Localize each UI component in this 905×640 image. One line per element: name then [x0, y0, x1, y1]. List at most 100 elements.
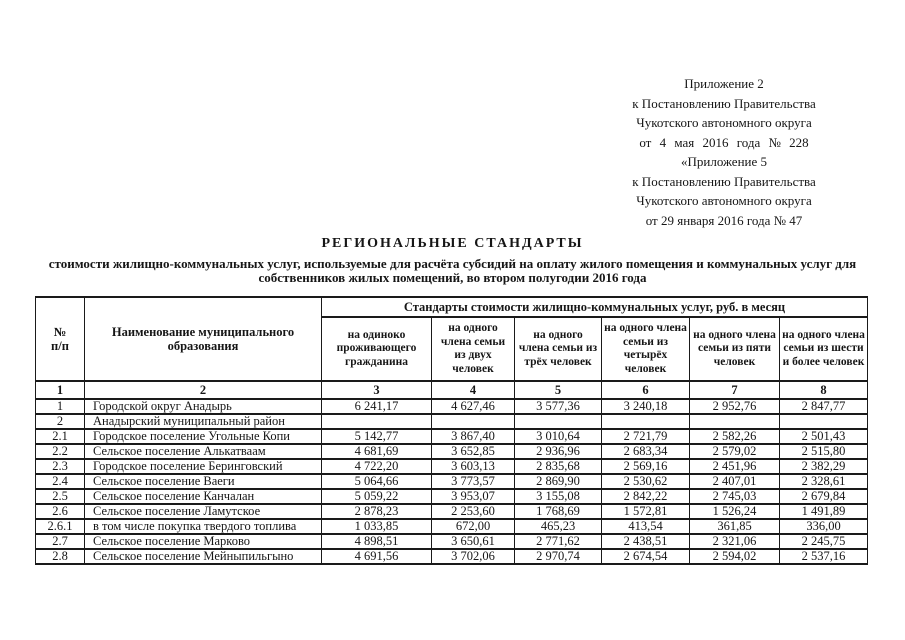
- table-row: 1 Городской округ Анадырь 6 241,17 4 627…: [35, 398, 868, 415]
- value-cell: 1 526,24: [689, 503, 780, 520]
- value-cell: [431, 413, 515, 430]
- value-cell: 2 970,74: [514, 548, 602, 565]
- table-row: 2.2 Сельское поселение Алькатваам 4 681,…: [35, 443, 868, 460]
- table-row: 2 Анадырский муниципальный район: [35, 413, 868, 430]
- value-cell: 4 627,46: [431, 398, 515, 415]
- row-number-cell: 2.7: [35, 533, 85, 550]
- value-cell: 2 683,34: [601, 443, 690, 460]
- col-index: 4: [431, 380, 515, 400]
- row-number-cell: 2.5: [35, 488, 85, 505]
- row-number-cell: 2.4: [35, 473, 85, 490]
- value-cell: 2 321,06: [689, 533, 780, 550]
- col-header-num: № п/п: [35, 296, 85, 382]
- document-subtitle: стоимости жилищно-коммунальных услуг, ис…: [48, 256, 857, 285]
- value-cell: 3 603,13: [431, 458, 515, 475]
- municipality-name-cell: Сельское поселение Ваеги: [84, 473, 322, 490]
- value-cell: 5 064,66: [321, 473, 432, 490]
- value-cell: 2 382,29: [779, 458, 868, 475]
- municipality-name-cell: Сельское поселение Мейныпильгыно: [84, 548, 322, 565]
- value-cell: 2 594,02: [689, 548, 780, 565]
- value-cell: 2 515,80: [779, 443, 868, 460]
- table-row: 2.8 Сельское поселение Мейныпильгыно 4 6…: [35, 548, 868, 565]
- value-cell: 2 745,03: [689, 488, 780, 505]
- value-cell: 2 582,26: [689, 428, 780, 445]
- value-cell: 4 722,20: [321, 458, 432, 475]
- value-cell: [601, 413, 690, 430]
- value-cell: 2 842,22: [601, 488, 690, 505]
- annex-line: Чукотского автономного округа: [636, 115, 812, 130]
- value-cell: [779, 413, 868, 430]
- value-cell: 2 253,60: [431, 503, 515, 520]
- col-index: 7: [689, 380, 780, 400]
- value-cell: 3 650,61: [431, 533, 515, 550]
- value-cell: 2 878,23: [321, 503, 432, 520]
- value-cell: 3 155,08: [514, 488, 602, 505]
- col-index: 3: [321, 380, 432, 400]
- municipality-name-cell: Сельское поселение Алькатваам: [84, 443, 322, 460]
- table-row: 2.1 Городское поселение Угольные Копи 5 …: [35, 428, 868, 445]
- annex-line: Приложение 2: [684, 76, 764, 91]
- annex-line: от 4 мая 2016 года № 228: [639, 134, 809, 150]
- value-cell: 2 721,79: [601, 428, 690, 445]
- municipality-name-cell: Городское поселение Беринговский: [84, 458, 322, 475]
- value-cell: 2 530,62: [601, 473, 690, 490]
- table-header-top-row: № п/п Наименование муниципального образо…: [35, 296, 868, 382]
- value-cell: 2 438,51: [601, 533, 690, 550]
- row-number-cell: 2.2: [35, 443, 85, 460]
- table-subheader-row: на одиноко проживающего гражданина на од…: [36, 316, 868, 382]
- value-cell: 2 328,61: [779, 473, 868, 490]
- col-header-single-resident: на одиноко проживающего гражданина: [321, 316, 432, 382]
- col-header-standards-group: Стандарты стоимости жилищно-коммунальных…: [321, 296, 868, 318]
- value-cell: 3 702,06: [431, 548, 515, 565]
- annex-reference-1: Приложение 2 к Постановлению Правительст…: [598, 74, 850, 152]
- col-index: 6: [601, 380, 690, 400]
- value-cell: 3 867,40: [431, 428, 515, 445]
- value-cell: [514, 413, 602, 430]
- standards-table: № п/п Наименование муниципального образо…: [35, 296, 868, 565]
- value-cell: 2 407,01: [689, 473, 780, 490]
- municipality-name-cell: Сельское поселение Ламутское: [84, 503, 322, 520]
- table-row: 2.7 Сельское поселение Марково 4 898,51 …: [35, 533, 868, 550]
- value-cell: 3 010,64: [514, 428, 602, 445]
- table-row: 2.3 Городское поселение Беринговский 4 7…: [35, 458, 868, 475]
- annex-line: к Постановлению Правительства: [632, 173, 816, 189]
- row-number-cell: 2.3: [35, 458, 85, 475]
- col-index: 5: [514, 380, 602, 400]
- annex-line: к Постановлению Правительства: [632, 95, 816, 111]
- col-index: 1: [35, 380, 85, 400]
- table-row: 2.6.1 в том числе покупка твердого топли…: [35, 518, 868, 535]
- value-cell: 2 869,90: [514, 473, 602, 490]
- col-header-municipality: Наименование муниципального образования: [84, 296, 322, 382]
- annex-reference-2: «Приложение 5 к Постановлению Правительс…: [598, 152, 850, 230]
- value-cell: 465,23: [514, 518, 602, 535]
- annex-line: от 29 января 2016 года № 47: [645, 212, 803, 228]
- col-header-family-of-four: на одного члена семьи из четырёх человек: [601, 316, 690, 382]
- value-cell: 2 679,84: [779, 488, 868, 505]
- row-number-cell: 2: [35, 413, 85, 430]
- value-cell: 672,00: [431, 518, 515, 535]
- value-cell: 5 142,77: [321, 428, 432, 445]
- row-number-cell: 2.6.1: [35, 518, 85, 535]
- municipality-name-cell: Анадырский муниципальный район: [84, 413, 322, 430]
- value-cell: 1 491,89: [779, 503, 868, 520]
- value-cell: 4 681,69: [321, 443, 432, 460]
- value-cell: 2 835,68: [514, 458, 602, 475]
- row-number-cell: 2.8: [35, 548, 85, 565]
- table-row: 2.4 Сельское поселение Ваеги 5 064,66 3 …: [35, 473, 868, 490]
- row-number-cell: 2.1: [35, 428, 85, 445]
- col-header-family-of-five: на одного члена семьи из пяти человек: [689, 316, 780, 382]
- value-cell: 3 652,85: [431, 443, 515, 460]
- value-cell: [689, 413, 780, 430]
- value-cell: 2 952,76: [689, 398, 780, 415]
- value-cell: 3 953,07: [431, 488, 515, 505]
- value-cell: 361,85: [689, 518, 780, 535]
- value-cell: 2 537,16: [779, 548, 868, 565]
- municipality-name-cell: Сельское поселение Марково: [84, 533, 322, 550]
- value-cell: 2 451,96: [689, 458, 780, 475]
- value-cell: 2 674,54: [601, 548, 690, 565]
- table-row: 2.6 Сельское поселение Ламутское 2 878,2…: [35, 503, 868, 520]
- col-header-family-of-two: на одного члена семьи из двух человек: [431, 316, 515, 382]
- value-cell: 2 847,77: [779, 398, 868, 415]
- value-cell: 336,00: [779, 518, 868, 535]
